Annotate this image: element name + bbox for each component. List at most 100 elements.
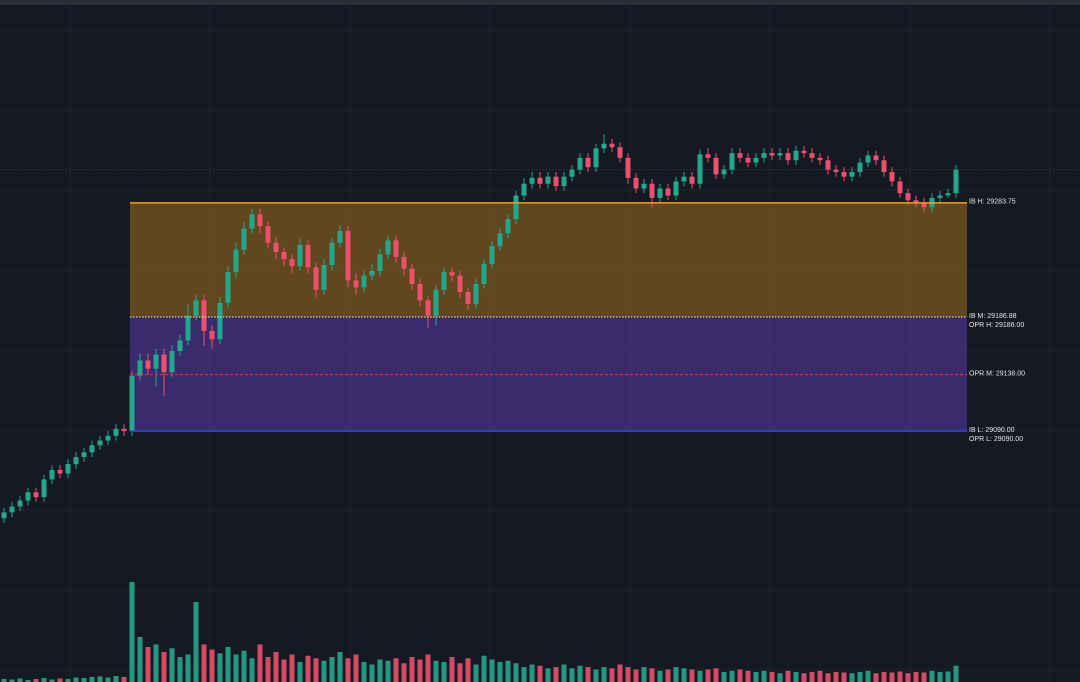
- volume-bar: [209, 649, 215, 682]
- volume-bar: [665, 669, 671, 682]
- volume-bar: [945, 671, 951, 682]
- candle-body: [561, 176, 567, 187]
- candle-body: [889, 171, 895, 182]
- top-bar: [0, 0, 1080, 5]
- candle-body: [281, 252, 287, 260]
- candle-body: [201, 300, 207, 331]
- volume-bar: [41, 678, 47, 682]
- volume-bar: [473, 664, 479, 682]
- volume-bar: [273, 652, 279, 682]
- volume-bar: [609, 668, 615, 682]
- range-zone: [130, 202, 967, 317]
- candle-body: [209, 330, 215, 340]
- candle-body: [793, 150, 799, 161]
- volume-bar: [145, 647, 151, 682]
- volume-bars: [1, 582, 959, 682]
- candle-body: [241, 228, 247, 250]
- candle-body: [145, 360, 151, 369]
- candle-body: [593, 148, 599, 168]
- candle-body: [729, 153, 735, 170]
- candle-body: [369, 270, 375, 276]
- candle-body: [129, 375, 135, 432]
- candle-body: [505, 219, 511, 234]
- candle-body: [825, 160, 831, 170]
- volume-bar: [401, 663, 407, 682]
- volume-bar: [657, 670, 663, 682]
- candle-body: [489, 246, 495, 264]
- volume-bar: [385, 660, 391, 682]
- level-label: OPR L: 29090.00: [969, 436, 1023, 443]
- candle-body: [225, 272, 231, 303]
- candle-body: [17, 500, 23, 507]
- candle-body: [913, 200, 919, 203]
- candle-body: [817, 157, 823, 161]
- volume-bar: [9, 679, 15, 682]
- volume-bar: [833, 672, 839, 682]
- volume-bar: [417, 659, 423, 682]
- candle-body: [1, 512, 7, 519]
- volume-bar: [617, 664, 623, 682]
- volume-bar: [697, 670, 703, 682]
- volume-bar: [177, 657, 183, 682]
- candle-body: [617, 147, 623, 158]
- volume-bar: [841, 672, 847, 682]
- volume-bar: [601, 667, 607, 682]
- volume-bar: [193, 602, 199, 682]
- candle-body: [777, 153, 783, 156]
- candle-body: [905, 193, 911, 201]
- candle-body: [249, 214, 255, 229]
- level-label: OPR H: 29186.00: [969, 322, 1024, 329]
- candle-body: [921, 202, 927, 208]
- volume-bar: [369, 664, 375, 682]
- candle-body: [33, 492, 39, 498]
- volume-bar: [881, 672, 887, 682]
- volume-bar: [817, 670, 823, 682]
- volume-bar: [441, 662, 447, 682]
- volume-bar: [921, 672, 927, 682]
- volume-bar: [913, 672, 919, 682]
- candle-body: [633, 177, 639, 189]
- volume-bar: [457, 663, 463, 682]
- candle-body: [449, 272, 455, 276]
- volume-bar: [217, 653, 223, 682]
- candle-body: [545, 176, 551, 184]
- volume-bar: [929, 670, 935, 682]
- candle-body: [713, 157, 719, 175]
- candle-body: [441, 272, 447, 290]
- volume-bar: [649, 668, 655, 682]
- volume-bar: [105, 677, 111, 682]
- candle-body: [529, 177, 535, 184]
- candle-body: [409, 268, 415, 284]
- volume-bar: [1, 679, 7, 682]
- candle-body: [953, 169, 959, 194]
- candle-body: [401, 256, 407, 269]
- candle-body: [641, 183, 647, 189]
- volume-bar: [233, 654, 239, 682]
- volume-bar: [545, 668, 551, 682]
- volume-bar: [449, 657, 455, 682]
- volume-bar: [17, 678, 23, 682]
- volume-bar: [313, 658, 319, 682]
- candle-body: [193, 300, 199, 316]
- volume-bar: [745, 670, 751, 682]
- volume-bar: [337, 652, 343, 682]
- volume-bar: [641, 667, 647, 682]
- volume-bar: [753, 672, 759, 682]
- candle-body: [601, 143, 607, 149]
- volume-bar: [865, 670, 871, 682]
- candle-body: [465, 292, 471, 304]
- candle-body: [841, 171, 847, 177]
- candle-body: [873, 155, 879, 161]
- volume-bar: [849, 673, 855, 682]
- candle-body: [9, 506, 15, 513]
- candle-body: [665, 188, 671, 196]
- level-label: OPR M: 29138.00: [969, 370, 1025, 377]
- volume-bar: [81, 678, 87, 682]
- volume-bar: [73, 677, 79, 682]
- candle-body: [521, 183, 527, 196]
- volume-bar: [377, 659, 383, 682]
- volume-bar: [169, 648, 175, 682]
- candle-body: [417, 283, 423, 301]
- levels: IB H: 29283.75 IB M: 29186.88 OPR H: 29186…: [0, 169, 1080, 443]
- volume-bar: [241, 650, 247, 682]
